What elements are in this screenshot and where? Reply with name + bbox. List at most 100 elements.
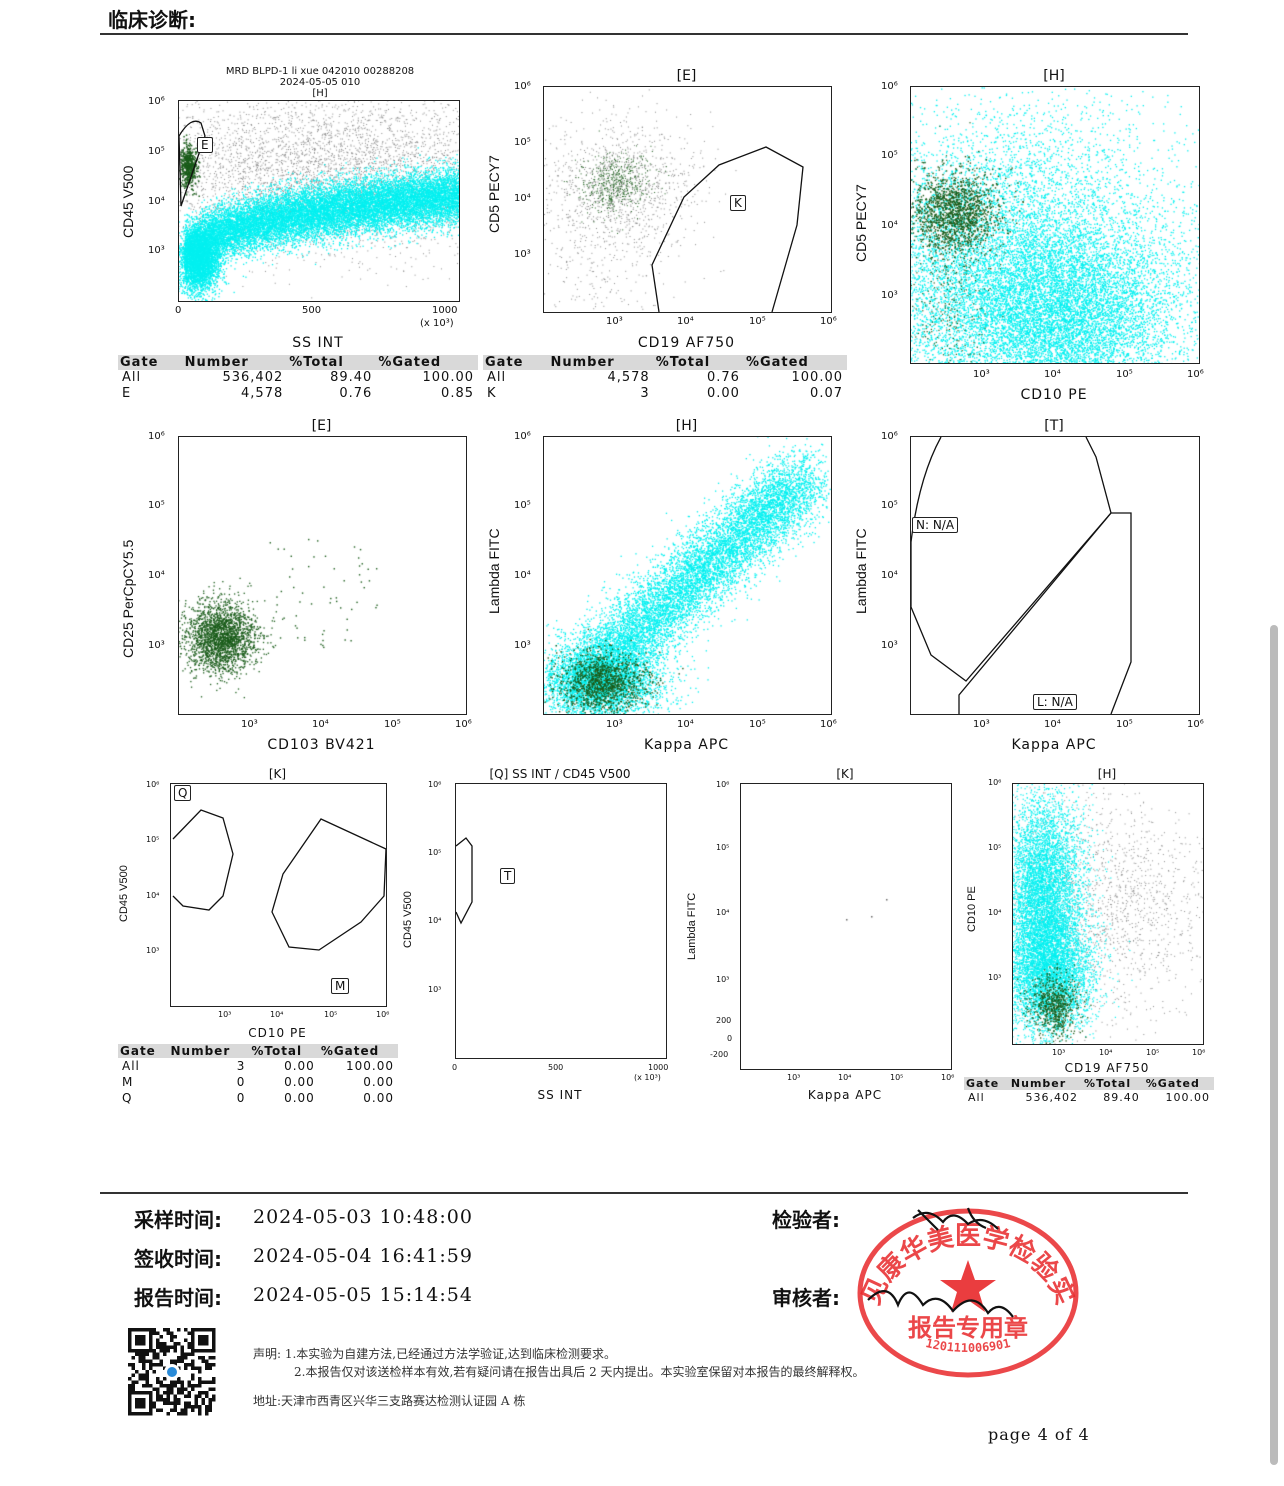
p10-xtick: 10³ [1052,1048,1066,1057]
cell: 0.85 [441,386,474,401]
p6-xtick: 10⁵ [1116,719,1133,730]
p4-title: [E] [311,418,332,434]
table-row: K 3 0.00 0.07 [483,386,847,402]
p1-ytick: 10⁵ [148,146,165,157]
p4-ytick: 10⁴ [148,570,165,581]
p7-ytick: 10⁵ [146,835,160,844]
scatter-canvas [179,101,459,301]
col-header: Gate [118,355,183,370]
p9-ytick: 10⁵ [716,843,730,852]
gate-overlay [172,809,386,951]
vertical-scrollbar[interactable] [1270,625,1278,1465]
cell: 0.00 [363,1091,394,1105]
plot-ss-int-vs-cd45-gated-q: T [455,783,667,1059]
p9-ytick: 10³ [716,975,730,984]
p5-xtick: 10³ [606,719,623,730]
cell: Q [122,1091,133,1105]
gate-label-q: Q [174,785,192,801]
p9-ytick: -200 [710,1050,729,1059]
p7-xtick: 10⁶ [376,1010,390,1019]
col-header: Gate [964,1077,1009,1090]
cell: 100.00 [1165,1091,1210,1104]
p2-xtick: 10³ [606,316,623,327]
col-header: Number [1008,1077,1083,1090]
p9-ylabel: Lambda FITC [686,892,698,960]
page-number: page 4 of 4 [988,1425,1090,1444]
p5-ytick: 10³ [514,640,531,651]
cell: 3 [640,386,650,401]
gate-label-l: L: N/A [1033,694,1077,710]
p3-ytick: 10⁵ [881,150,898,161]
p8-ytick: 10⁶ [428,780,442,789]
plot-cd103-vs-cd25 [178,436,467,715]
plot-cd19-vs-cd5: K [543,86,832,313]
p7-title: [K] [268,767,287,781]
p7-ylabel: CD45 V500 [118,865,130,922]
table-row: Q 0 0.00 0.00 [118,1090,398,1106]
p3-xlabel: CD10 PE [1020,387,1088,403]
cell: All [122,1059,140,1073]
plot-cd19-vs-cd10 [1012,783,1204,1045]
gate-stats-table-3: Gate Number %Total %Gated All 3 0.00 100.00… [118,1044,398,1106]
p7-xtick: 10⁴ [270,1010,284,1019]
p1-ytick: 10⁴ [148,196,165,207]
cell: 0.76 [707,370,740,385]
clinical-diagnosis-heading: 临床诊断: [108,8,196,32]
p6-ytick: 10⁴ [881,570,898,581]
table-row: E 4,578 0.76 0.85 [118,386,478,402]
cell: K [487,386,497,401]
cell: 89.40 [330,370,373,385]
p4-ytick: 10³ [148,640,165,651]
cell: 0.00 [284,1075,315,1089]
p3-title: [H] [1043,68,1065,84]
receive-time-label: 签收时间: [134,1247,222,1271]
p5-xtick: 10⁵ [749,719,766,730]
receive-time-value: 2024-05-04 16:41:59 [253,1245,473,1267]
sample-time-value: 2024-05-03 10:48:00 [253,1206,473,1228]
p4-xtick: 10³ [241,719,258,730]
col-header: %Total [653,355,744,370]
p10-ytick: 10⁵ [988,843,1002,852]
p1-title-line1: MRD BLPD-1 li xue 042010 00288208 [225,66,415,77]
cell: 3 [236,1059,246,1073]
report-time-label: 报告时间: [134,1286,222,1310]
p9-xlabel: Kappa APC [807,1088,883,1102]
p5-title: [H] [675,418,698,434]
col-header: %Total [287,355,377,370]
table-row: All 536,402 89.40 100.00 [964,1090,1214,1106]
p10-ytick: 10⁶ [988,778,1002,787]
p10-ylabel: CD10 PE [966,886,978,932]
p6-ytick: 10⁵ [881,500,898,511]
cell: 536,402 [1025,1091,1079,1104]
cell: E [122,386,132,401]
cell: M [122,1075,134,1089]
plot-ss-int-vs-cd45: E [178,100,460,302]
p2-title: [E] [676,68,697,84]
cell: 100.00 [346,1059,394,1073]
p9-ytick: 0 [727,1034,733,1043]
qr-code [128,1328,216,1416]
plot-kappa-vs-lambda [543,436,832,715]
p2-ytick: 10⁴ [514,193,531,204]
seal-sub-text: 报告专用章 [908,1314,1028,1342]
col-header: %Total [1082,1077,1144,1090]
report-time-value: 2024-05-05 15:14:54 [253,1284,473,1306]
col-header: %Gated [376,355,478,370]
p8-title: [Q] SS INT / CD45 V500 [489,767,631,781]
p6-ytick: 10³ [881,640,898,651]
col-header: Number [168,1044,250,1058]
p6-xlabel: Kappa APC [1011,737,1097,753]
p10-xtick: 10⁵ [1146,1048,1160,1057]
p7-ytick: 10³ [146,946,160,955]
p8-xtick: 1000 [648,1063,669,1072]
inspector-signature [912,1207,999,1231]
cell: 0.00 [284,1059,315,1073]
p2-xtick: 10⁴ [677,316,694,327]
p1-title-line3: [H] [312,88,328,99]
p10-xtick: 10⁴ [1099,1048,1113,1057]
p1-ylabel: CD45 V500 [120,165,136,238]
cell: 100.00 [791,370,843,385]
p6-ylabel: Lambda FITC [853,528,869,614]
p2-ylabel: CD5 PECY7 [486,155,502,233]
inspector-label: 检验者: [772,1208,840,1232]
